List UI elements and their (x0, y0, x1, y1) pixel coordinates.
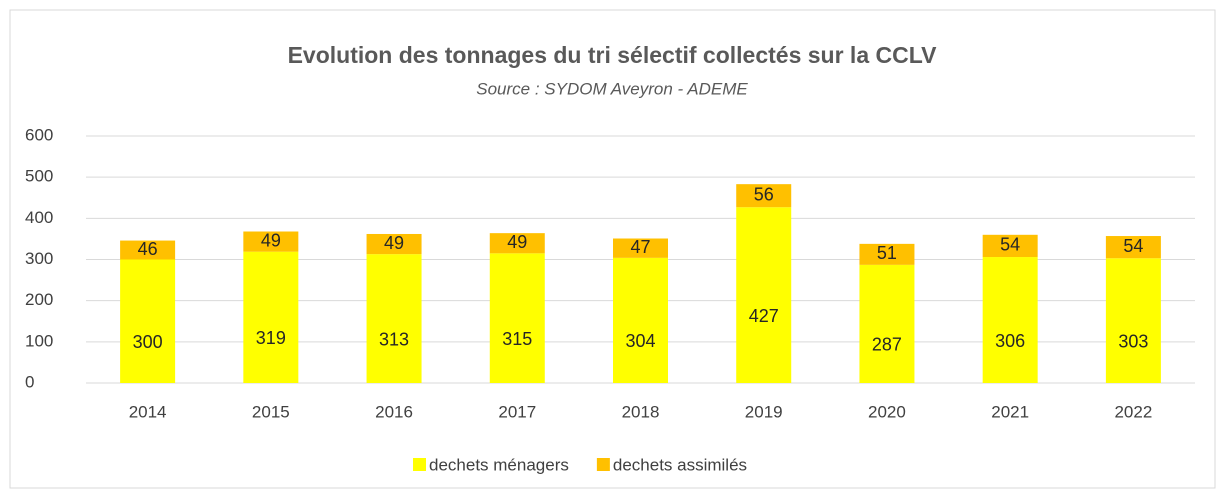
bar-segment (366, 233, 422, 255)
x-tick-label: 2021 (991, 402, 1029, 421)
data-label: 304 (625, 331, 655, 351)
bar-segment (736, 184, 792, 208)
data-label: 303 (1118, 331, 1148, 351)
legend-swatch (596, 458, 610, 471)
bar-segment (982, 257, 1038, 383)
data-label: 315 (502, 329, 532, 349)
data-label: 427 (749, 306, 779, 326)
x-tick-label: 2019 (745, 402, 783, 421)
data-label: 51 (877, 243, 897, 263)
chart-title: Evolution des tonnages du tri sélectif c… (288, 42, 937, 68)
data-label: 56 (754, 184, 774, 204)
data-label: 49 (507, 232, 527, 252)
data-label: 49 (384, 233, 404, 253)
x-tick-label: 2017 (498, 402, 536, 421)
x-tick-label: 2016 (375, 402, 413, 421)
data-label: 54 (1000, 235, 1020, 255)
data-label: 306 (995, 331, 1025, 351)
data-label: 300 (133, 332, 163, 352)
bar-segment (859, 243, 915, 265)
data-label: 313 (379, 329, 409, 349)
bar-segment (243, 231, 299, 252)
bar-segment (120, 259, 176, 383)
y-tick-label: 100 (25, 331, 53, 350)
x-tick-label: 2015 (252, 402, 290, 421)
legend-swatch (413, 458, 426, 471)
bar-segment (120, 240, 176, 260)
chart-subtitle: Source : SYDOM Aveyron - ADEME (476, 79, 748, 98)
bar-segment (613, 238, 668, 258)
bar-segment (1105, 258, 1161, 383)
y-tick-label: 600 (25, 125, 53, 144)
data-label: 47 (630, 237, 650, 257)
bar-segment (489, 253, 545, 383)
bar-segment (489, 233, 545, 254)
legend-label: dechets assimilés (613, 455, 747, 474)
bar-segment (243, 251, 299, 383)
x-tick-label: 2018 (622, 402, 660, 421)
y-tick-label: 400 (25, 208, 53, 227)
x-tick-label: 2022 (1114, 402, 1152, 421)
bar-segment (1105, 236, 1161, 259)
data-label: 54 (1123, 236, 1143, 256)
bar-segment (366, 254, 422, 383)
x-tick-label: 2020 (868, 402, 906, 421)
y-tick-label: 300 (25, 249, 53, 268)
bar-segment (982, 234, 1038, 258)
data-label: 49 (261, 230, 281, 250)
bar-segment (859, 264, 915, 383)
data-label: 287 (872, 335, 902, 355)
legend-label: dechets ménagers (429, 455, 569, 474)
y-tick-label: 200 (25, 290, 53, 309)
bar-segment (736, 207, 792, 383)
data-label: 319 (256, 328, 286, 348)
y-tick-label: 500 (25, 167, 53, 186)
bar-segment (613, 257, 668, 383)
x-tick-label: 2014 (129, 402, 167, 421)
y-tick-label: 0 (25, 372, 34, 391)
data-label: 46 (138, 239, 158, 259)
